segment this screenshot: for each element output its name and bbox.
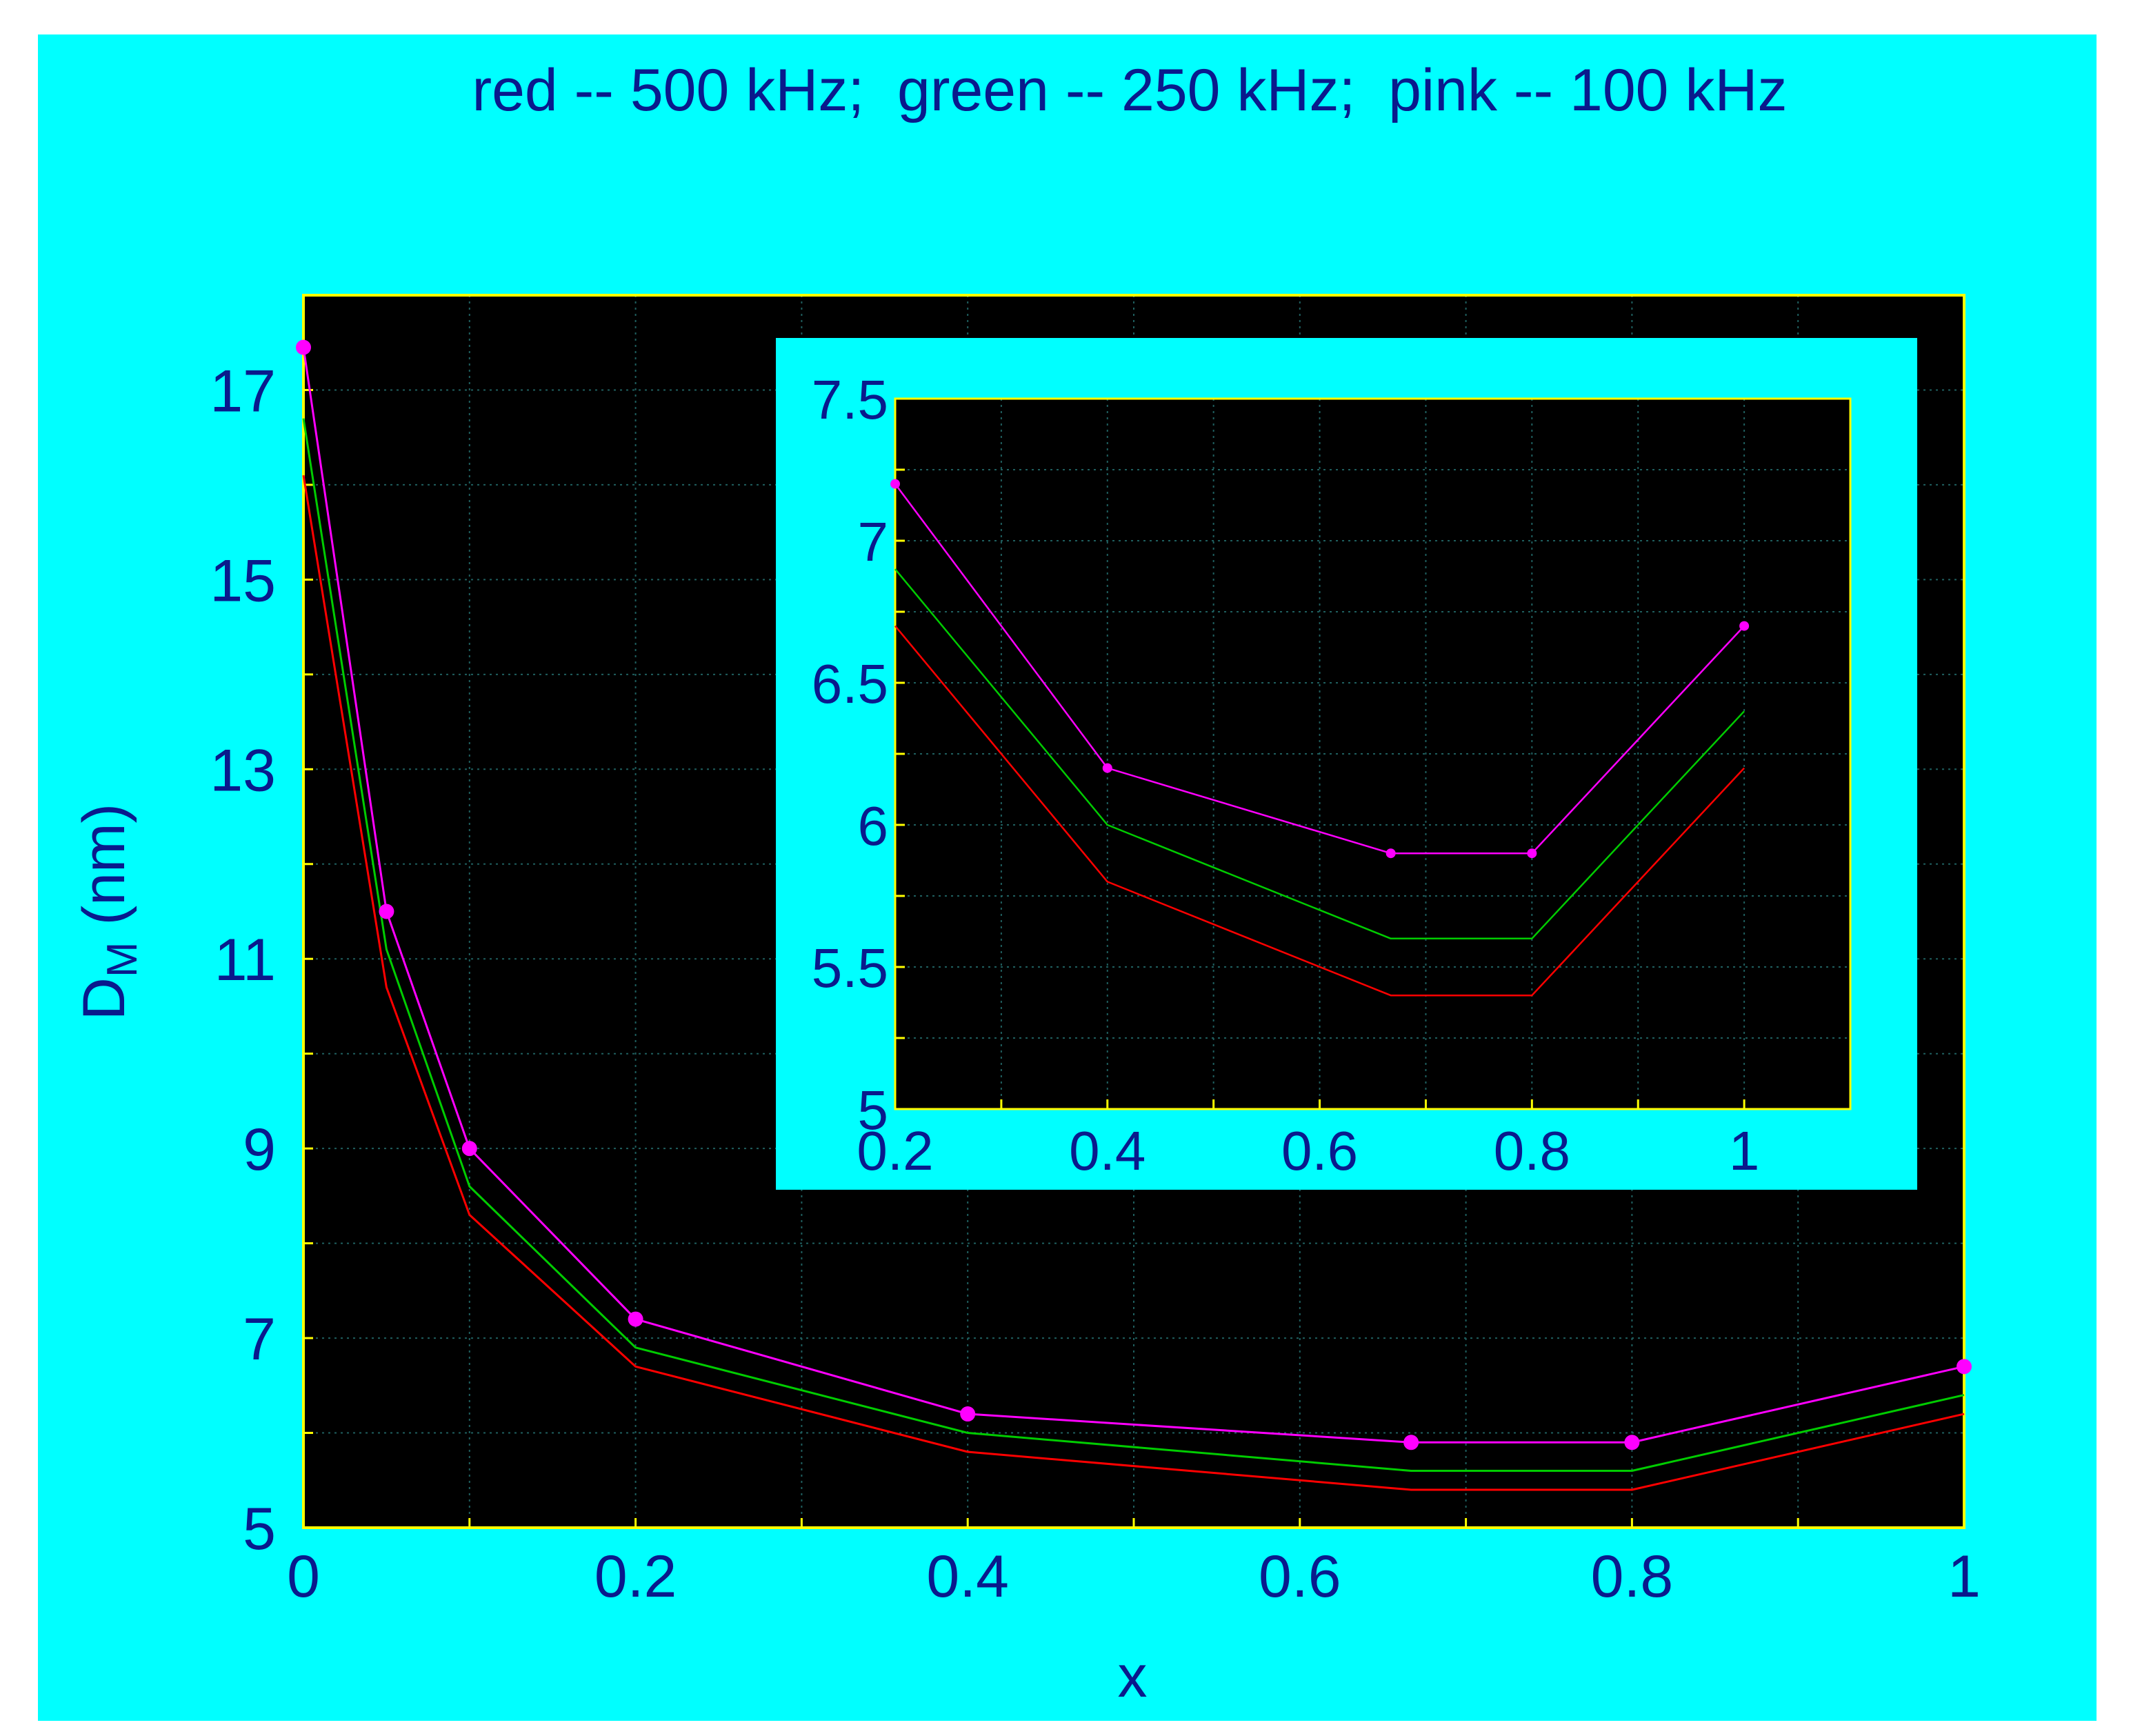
inset-series-green-line bbox=[894, 568, 1745, 940]
inset-series-pink-point bbox=[1739, 621, 1750, 631]
inset-x-tick-label: 0.6 bbox=[1281, 1120, 1358, 1181]
inset-y-tick-label: 6 bbox=[858, 795, 889, 857]
main-series-pink-point bbox=[296, 339, 311, 355]
inset-series-pink-point bbox=[1527, 848, 1537, 859]
main-series-pink-point bbox=[1957, 1359, 1972, 1375]
inset-y-tick-label: 7 bbox=[858, 511, 889, 572]
main-x-tick-label: 0 bbox=[287, 1544, 320, 1610]
main-x-tick-label: 0.6 bbox=[1259, 1544, 1341, 1610]
main-series-green-line bbox=[302, 418, 1965, 1473]
main-series-pink-point bbox=[1624, 1435, 1640, 1450]
main-y-tick-label: 7 bbox=[243, 1306, 276, 1373]
inset-y-tick-label: 7.5 bbox=[812, 369, 888, 430]
main-y-tick-label: 11 bbox=[214, 927, 276, 993]
main-y-tick-label: 5 bbox=[243, 1496, 276, 1562]
main-y-tick-label: 13 bbox=[210, 737, 276, 804]
main-y-tick-label: 17 bbox=[210, 358, 276, 424]
main-series-red-line bbox=[302, 475, 1965, 1491]
inset-series-pink-point bbox=[1385, 848, 1396, 859]
main-x-tick-label: 0.2 bbox=[594, 1544, 677, 1610]
main-series-pink-point bbox=[1403, 1435, 1419, 1450]
y-axis-label-subscript: M bbox=[99, 941, 146, 977]
inset-x-tick-label: 0.4 bbox=[1069, 1120, 1145, 1181]
inset-x-tick-label: 0.8 bbox=[1494, 1120, 1570, 1181]
main-series-pink-point bbox=[628, 1311, 643, 1327]
main-plot-frame bbox=[302, 294, 1965, 1529]
main-series bbox=[296, 339, 1972, 1491]
main-y-tick-labels: 5 7 9 11 13 15 17 bbox=[210, 358, 276, 1562]
y-axis-label-main: D bbox=[71, 977, 137, 1020]
y-axis-label-unit: (nm) bbox=[71, 804, 137, 942]
chart-title: red -- 500 kHz; green -- 250 kHz; pink -… bbox=[472, 57, 1787, 123]
main-series-pink-line bbox=[302, 347, 1965, 1444]
inset-series-pink-point bbox=[1102, 763, 1112, 773]
inset-series-pink-point bbox=[890, 479, 900, 489]
inset-series-red-line bbox=[894, 625, 1745, 997]
inset-x-tick-labels: 0.2 0.4 0.6 0.8 1 bbox=[857, 1120, 1759, 1181]
inset-y-tick-label: 6.5 bbox=[812, 653, 888, 715]
inset-plot-frame bbox=[894, 397, 1852, 1110]
main-y-tick-label: 15 bbox=[210, 548, 276, 614]
inset-y-tick-label: 5 bbox=[858, 1079, 889, 1141]
main-x-tick-labels: 0 0.2 0.4 0.6 0.8 1 bbox=[287, 1544, 1981, 1610]
main-x-tick-label: 1 bbox=[1948, 1544, 1981, 1610]
y-axis-label: DM (nm) bbox=[71, 804, 146, 1020]
main-y-tick-label: 9 bbox=[243, 1117, 276, 1183]
inset-x-tick-label: 1 bbox=[1729, 1120, 1760, 1181]
main-series-pink-point bbox=[379, 904, 394, 919]
main-series-pink-point bbox=[461, 1141, 477, 1157]
main-x-tick-label: 0.4 bbox=[926, 1544, 1009, 1610]
inset-series bbox=[890, 479, 1750, 997]
inset-plot: 0.2 0.4 0.6 0.8 1 5 5.5 6 6.5 7 7.5 bbox=[776, 338, 1917, 1190]
x-axis-label: x bbox=[1118, 1644, 1148, 1710]
inset-x-tick-label: 0.2 bbox=[857, 1120, 933, 1181]
inset-y-tick-label: 5.5 bbox=[812, 937, 888, 999]
main-series-pink-point bbox=[960, 1406, 976, 1422]
main-x-tick-label: 0.8 bbox=[1591, 1544, 1674, 1610]
inset-y-tick-labels: 5 5.5 6 6.5 7 7.5 bbox=[812, 369, 888, 1141]
